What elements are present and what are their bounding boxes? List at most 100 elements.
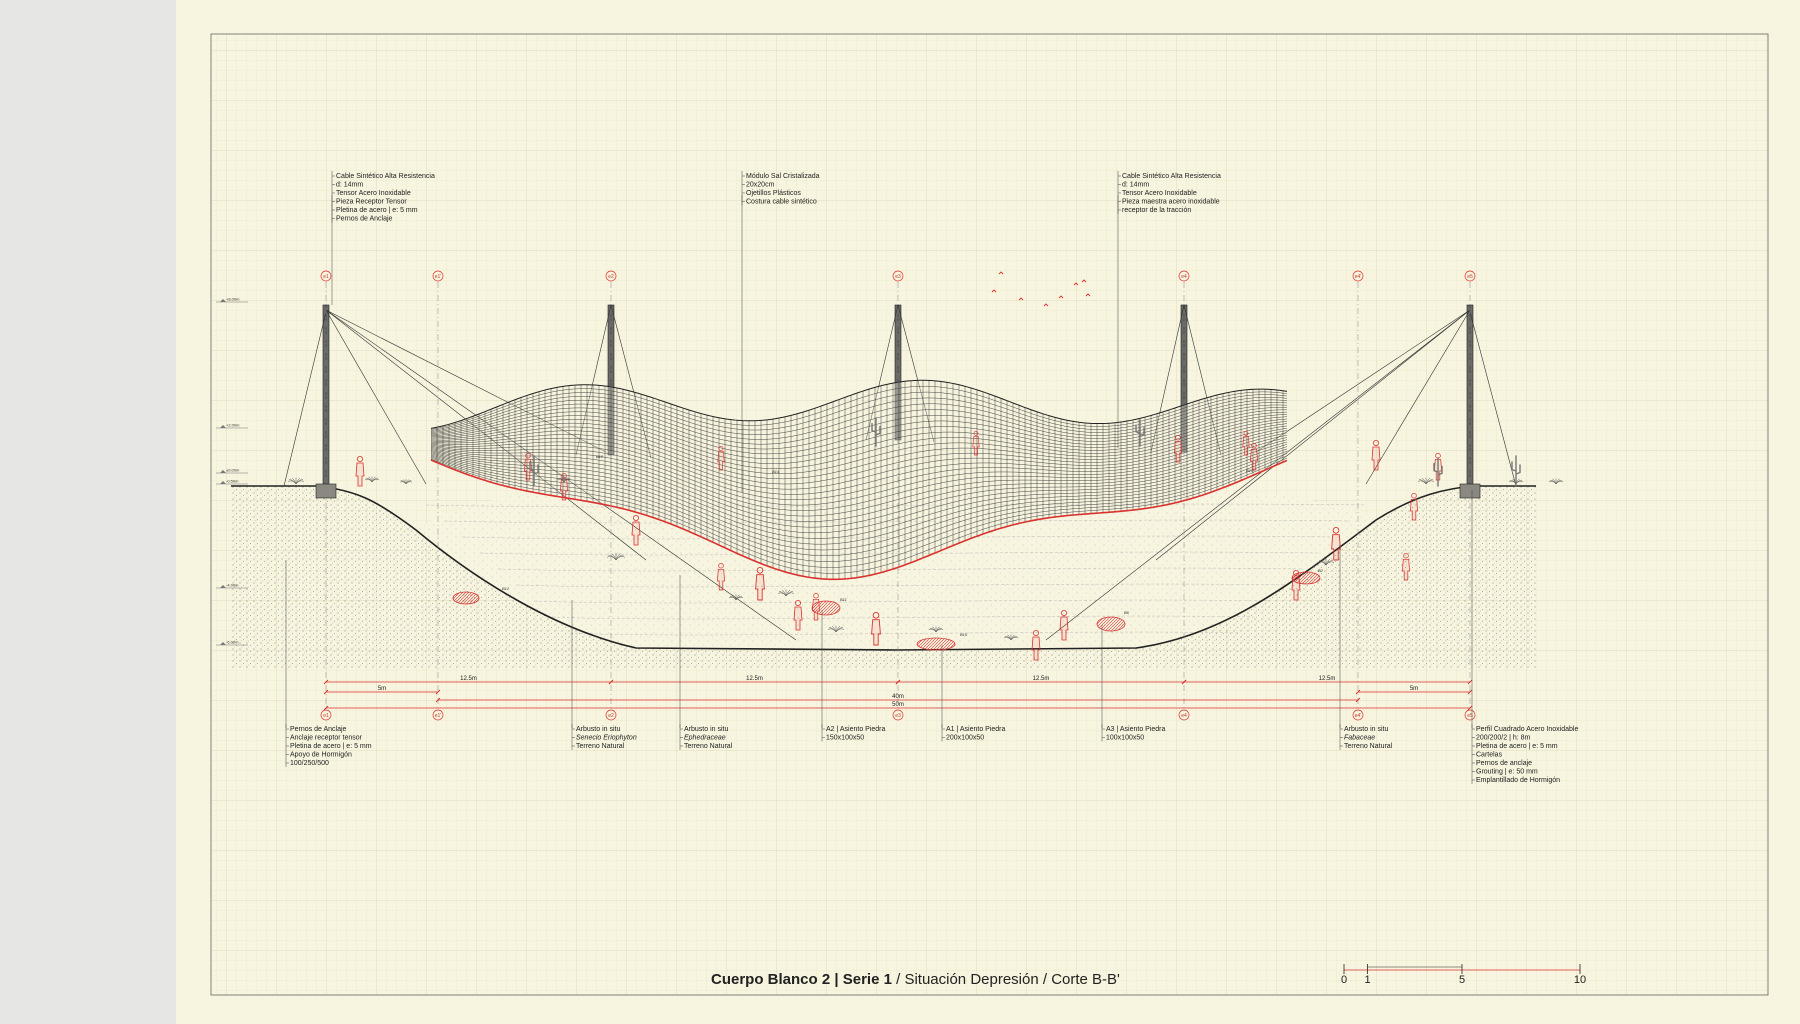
callout-text: d: 14mm: [1122, 182, 1149, 189]
shrub: [399, 479, 413, 485]
strata-line: [551, 615, 1255, 620]
axis-bubble: [892, 270, 904, 282]
level-label: -4.00m: [226, 583, 239, 588]
person-figure: [871, 611, 881, 646]
bird: [998, 271, 1004, 275]
person-figure: [1371, 439, 1381, 471]
person-figure: [1242, 430, 1250, 456]
stone-seat: [1291, 571, 1321, 585]
tension-cable: [283, 311, 327, 487]
fabric-tag: B14: [772, 469, 780, 474]
person-figure: [717, 562, 725, 591]
bird: [1018, 297, 1024, 301]
mesh-horizontal: [431, 446, 1287, 545]
strata-line: [533, 599, 1271, 604]
title-bold: Cuerpo Blanco 2 | Serie 1: [711, 971, 892, 988]
callout-text: Pernos de Anclaje: [290, 726, 347, 733]
callout-text: receptor de la tracción: [1122, 207, 1191, 214]
dimension-label: 12.5m: [460, 676, 477, 682]
cactus: [1135, 419, 1145, 447]
shrub: [928, 626, 944, 633]
axis-label: e1: [323, 274, 329, 280]
callout-text: 150x100x50: [826, 735, 864, 742]
person-figure: [1410, 492, 1418, 521]
axis-bubble: [605, 709, 617, 721]
callout-text: Anclaje receptor tensor: [290, 735, 363, 742]
dimension-tick: [1181, 679, 1187, 685]
callout-text: A2 | Asiento Piedra: [826, 726, 886, 733]
level-triangle: [220, 425, 226, 428]
mesh-horizontal: [431, 423, 1287, 490]
callout-text: 200/200/2 | h: 8m: [1476, 735, 1531, 742]
shrub: [287, 477, 305, 485]
level-label: +8.00m: [226, 297, 240, 302]
callout: A3 | Asiento Piedra 100x100x50: [1101, 625, 1166, 742]
mesh-horizontal: [431, 444, 1287, 539]
level-markers: +8.00m +2.00m ±0.00m -0.50m -4.00m -6.00m: [216, 297, 248, 646]
axis-label: e1': [435, 274, 442, 280]
tension-cable: [1183, 304, 1222, 456]
fabric-tag: B11: [840, 597, 847, 602]
callout: Perfil Cuadrado Acero Inoxidable 200/200/…: [1471, 490, 1578, 784]
shrub: [1417, 477, 1435, 485]
level-triangle: [220, 470, 226, 473]
callout-text: 20x20cm: [746, 182, 775, 189]
tension-cable: [1150, 304, 1185, 453]
strata-line: [569, 631, 1239, 636]
shrub: [1548, 478, 1564, 485]
callout: Cable Sintético Alta Resistencia d: 14mmT…: [1117, 171, 1221, 448]
dimension-lines: 12.5m 12.5m 12.5m 12.5m 5m 5m 40m 50m: [323, 676, 1473, 711]
axis-label: e4': [1355, 274, 1362, 280]
axis-label: e2: [608, 713, 614, 719]
callout-text: Emplantillado de Hormigón: [1476, 777, 1560, 784]
axis-bubble: [1178, 709, 1190, 721]
mesh-horizontal: [431, 404, 1287, 450]
strata-line: [515, 583, 1287, 588]
mesh-horizontal: [431, 425, 1287, 495]
terrain-section: [231, 485, 1536, 668]
dimension-label: 5m: [1410, 686, 1418, 692]
axis-bubble: [320, 709, 332, 721]
callout-text: Fabaceae: [1344, 735, 1375, 742]
shrub: [556, 476, 572, 483]
callout-text: Perfil Cuadrado Acero Inoxidable: [1476, 726, 1578, 733]
mesh-horizontal: [431, 432, 1287, 511]
strata-line: [497, 567, 1303, 572]
bird: [1058, 295, 1064, 299]
tension-cable: [325, 309, 647, 561]
fabric-tag: B12: [502, 586, 510, 591]
bird: [1081, 279, 1087, 283]
tension-cable: [325, 309, 427, 485]
axis-bubble: [1464, 270, 1476, 282]
drawing-frame: [210, 33, 1769, 996]
level-triangle: [220, 299, 226, 302]
level-label: +2.00m: [226, 423, 240, 428]
dimension-label: 5m: [378, 686, 386, 692]
dimension-tick: [435, 689, 441, 695]
tension-cable: [1155, 309, 1471, 561]
callout: Módulo Sal Cristalizada 20x20cmOjetillos …: [741, 171, 820, 492]
callout-text: 100x100x50: [1106, 735, 1144, 742]
callout-text: Pernos de anclaje: [1476, 760, 1532, 767]
callout-text: Costura cable sintético: [746, 199, 817, 206]
person-figure: [1250, 442, 1258, 471]
structural-axes: e1 e1 e1' e1' e2 e2 e3 e3 e4 e4 e4' e4' e5 e5: [320, 270, 1476, 721]
person-figure: [972, 430, 980, 456]
callout: A2 | Asiento Piedra 150x100x50: [821, 610, 886, 742]
dimension-tick: [323, 705, 329, 711]
callout-text: Arbusto in situ: [1344, 726, 1388, 733]
person-figure: [1331, 526, 1341, 561]
axis-bubble: [1464, 709, 1476, 721]
callout-text: Senecio Eriophyton: [576, 735, 637, 742]
scale-label: 5: [1459, 974, 1465, 986]
person-figure: [755, 566, 765, 601]
axis-label: e2: [608, 274, 614, 280]
dimension-label: 12.5m: [1033, 676, 1050, 682]
bird: [991, 289, 997, 293]
level-triangle: [220, 585, 226, 588]
tension-cable: [325, 309, 607, 453]
callout-text: Terreno Natural: [576, 743, 625, 750]
callout: Cable Sintético Alta Resistencia d: 14mmT…: [331, 171, 435, 305]
callout-text: Tensor Acero Inoxidable: [1122, 190, 1197, 197]
